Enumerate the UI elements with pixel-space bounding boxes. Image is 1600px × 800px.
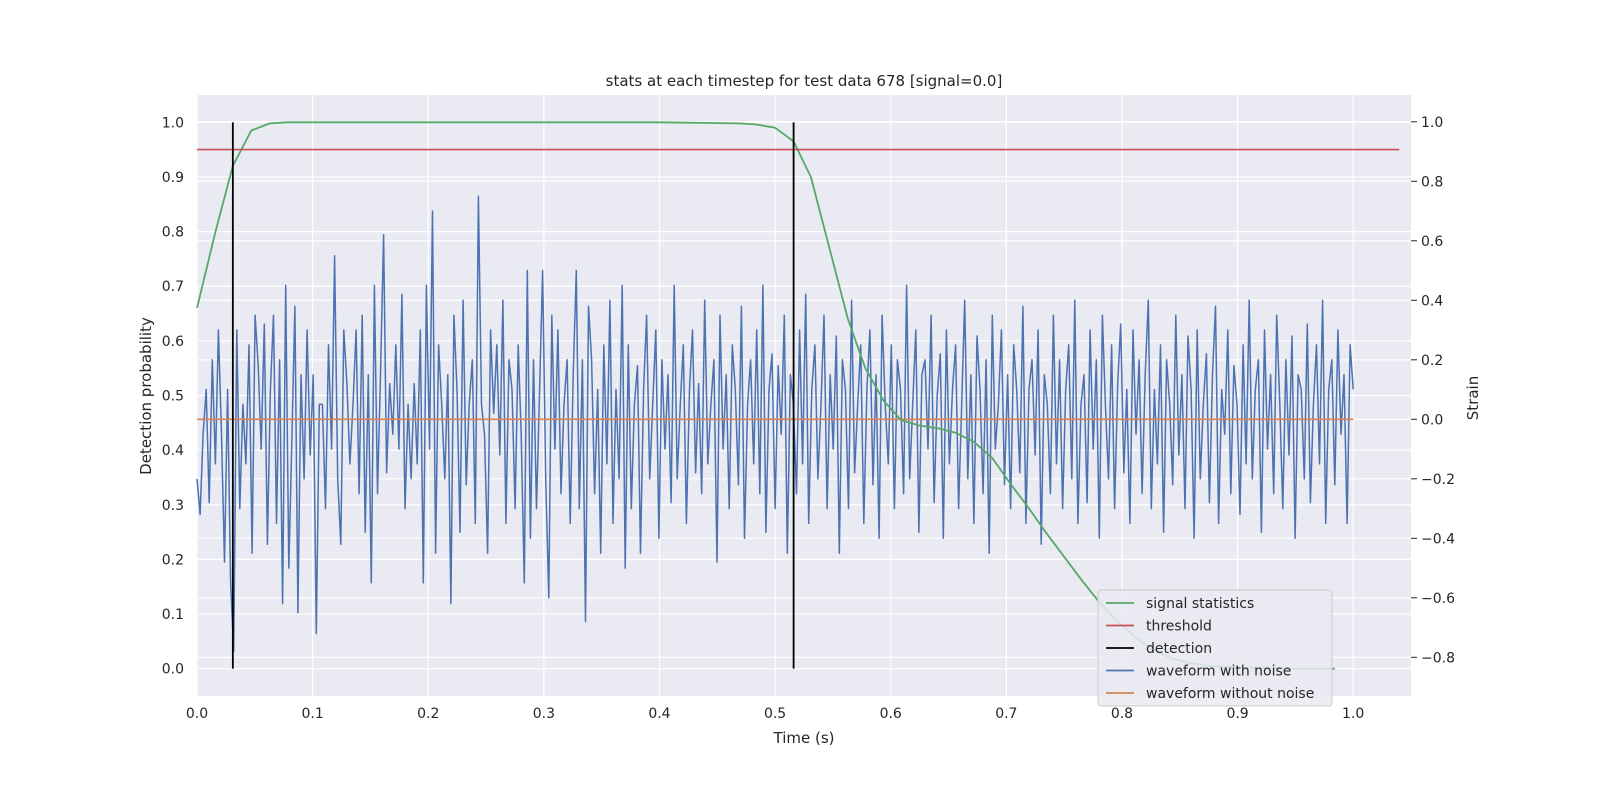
y-tick-label: 0.8 xyxy=(162,225,184,241)
y-axis-label: Detection probability xyxy=(137,317,155,475)
y2-tick-label: −0.6 xyxy=(1421,591,1455,607)
legend-label: waveform with noise xyxy=(1146,664,1291,680)
x-tick-label: 0.6 xyxy=(880,706,902,722)
y-tick-label: 0.6 xyxy=(162,334,184,350)
x-tick-label: 0.8 xyxy=(1111,706,1133,722)
y2-tick-label: −0.4 xyxy=(1421,531,1455,547)
x-tick-label: 0.2 xyxy=(417,706,439,722)
y2-tick-label: 1.0 xyxy=(1421,115,1443,131)
y-tick-label: 0.3 xyxy=(162,498,184,514)
x-tick-label: 0.3 xyxy=(533,706,555,722)
waveform-with-noise-line xyxy=(196,195,1354,653)
y2-tick-label: 0.6 xyxy=(1421,234,1443,250)
y2-tick-label: −0.2 xyxy=(1421,472,1455,488)
x-tick-label: 0.0 xyxy=(186,706,208,722)
y-tick-label: 0.9 xyxy=(162,170,184,186)
y2-tick-label: 0.8 xyxy=(1421,174,1443,190)
x-tick-label: 0.4 xyxy=(648,706,670,722)
legend-label: threshold xyxy=(1146,619,1212,635)
x-tick-label: 0.5 xyxy=(764,706,786,722)
y-tick-label: 0.1 xyxy=(162,607,184,623)
y2-tick-label: 0.4 xyxy=(1421,293,1443,309)
x-tick-label: 0.7 xyxy=(995,706,1017,722)
y-tick-label: 0.5 xyxy=(162,389,184,405)
y-tick-label: 0.7 xyxy=(162,279,184,295)
y2-tick-label: 0.2 xyxy=(1421,353,1443,369)
legend: signal statistics threshold detection wavef… xyxy=(1097,589,1333,707)
y2-tick-label: −0.8 xyxy=(1421,650,1455,666)
x-tick-label: 0.9 xyxy=(1226,706,1248,722)
y-tick-label: 0.0 xyxy=(162,662,184,678)
y2-tick-label: 0.0 xyxy=(1421,412,1443,428)
x-tick-label: 1.0 xyxy=(1342,706,1364,722)
legend-label: detection xyxy=(1146,641,1212,657)
x-axis-label: Time (s) xyxy=(773,729,835,747)
y-tick-label: 1.0 xyxy=(162,115,184,131)
legend-label: signal statistics xyxy=(1146,596,1254,612)
chart-title: stats at each timestep for test data 678… xyxy=(606,72,1003,90)
y-tick-label: 0.4 xyxy=(162,443,184,459)
legend-box xyxy=(1097,589,1333,707)
ticks-layer: 0.0 0.1 0.2 0.3 0.4 0.5 0.6 0.7 0.8 0.9 1.0 0.0 0.1 0… xyxy=(162,115,1455,722)
y2-axis-label: Strain xyxy=(1464,376,1482,420)
x-tick-label: 0.1 xyxy=(301,706,323,722)
legend-label: waveform without noise xyxy=(1146,686,1314,702)
y-tick-label: 0.2 xyxy=(162,552,184,568)
